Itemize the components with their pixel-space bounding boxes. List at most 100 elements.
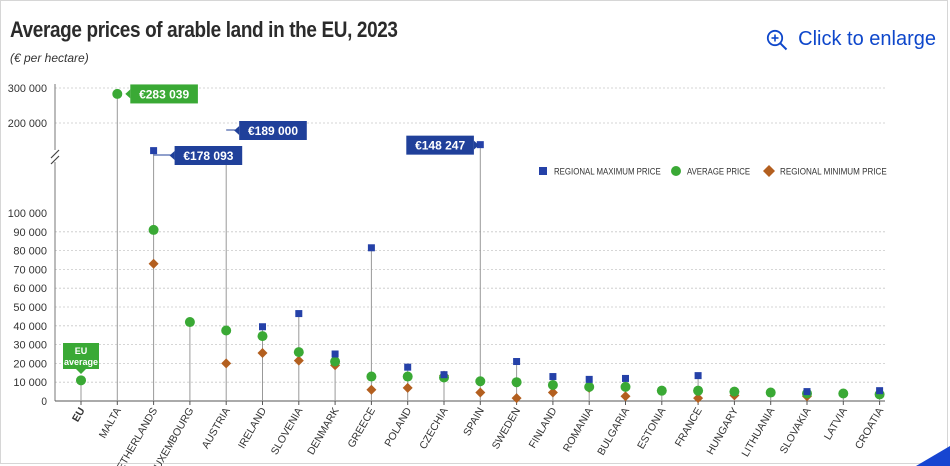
min-price-marker-spain — [475, 387, 486, 398]
max-price-marker-sweden — [513, 358, 521, 366]
callout-pointer — [473, 140, 479, 150]
min-price-marker-greece — [366, 384, 377, 395]
x-tick-label: CZECHIA — [417, 406, 450, 452]
min-price-marker-poland — [402, 382, 413, 393]
eu-average-label: EU — [75, 346, 88, 356]
eu-average-pointer — [76, 369, 86, 374]
max-price-marker-netherlands — [150, 147, 158, 155]
axis-break — [50, 149, 60, 165]
max-price-marker-slovakia — [803, 388, 811, 396]
eu-average-box — [63, 343, 99, 369]
avg-price-marker-netherlands — [148, 224, 159, 235]
avg-price-marker-estonia — [656, 385, 667, 396]
enlarge-button[interactable]: Click to enlarge — [766, 28, 936, 51]
x-tick-label: LATVIA — [822, 406, 850, 443]
max-price-marker-bulgaria — [622, 374, 629, 382]
x-tick-label: SPAIN — [461, 406, 487, 439]
y-tick-label: 50 000 — [13, 302, 47, 314]
x-tick-label: DENMARK — [305, 406, 342, 457]
callout-pointer — [125, 89, 131, 99]
x-tick-label: BULGARIA — [595, 406, 632, 458]
min-price-marker-france — [693, 393, 704, 404]
min-price-marker-austria — [221, 358, 232, 369]
min-price-marker-ireland — [257, 348, 268, 359]
x-tick-label: HUNGARY — [704, 406, 741, 457]
avg-price-marker-poland — [402, 371, 413, 382]
x-tick-label: AUSTRIA — [200, 406, 233, 451]
avg-price-marker-malta — [112, 88, 123, 99]
min-price-marker-bulgaria — [620, 391, 631, 402]
legend-regional-maximum-price-marker — [539, 167, 547, 175]
legend-average-price-marker — [671, 166, 681, 176]
x-tick-label: FINLAND — [527, 405, 560, 450]
x-tick-label: SWEDEN — [490, 406, 523, 452]
max-price-marker-ireland — [259, 323, 266, 331]
y-tick-label: 40 000 — [13, 321, 47, 333]
x-tick-label: ESTONIA — [635, 406, 668, 452]
callout-box-spain — [406, 135, 474, 155]
avg-price-marker-spain — [475, 376, 486, 387]
avg-price-marker-austria — [221, 325, 232, 336]
min-price-marker-finland — [547, 387, 558, 398]
min-price-marker-sweden — [511, 393, 522, 404]
x-tick-label: IRELAND — [236, 405, 269, 451]
avg-price-marker-greece — [366, 371, 377, 382]
callout-label-spain: €148 247 — [415, 139, 465, 153]
callout-label-malta: €283 039 — [139, 87, 189, 101]
callout-box-malta — [130, 84, 198, 104]
legend-regional-minimum-price-label: REGIONAL MINIMUM PRICE — [780, 167, 887, 178]
min-price-marker-slovenia — [293, 355, 304, 366]
y-tick-label: 60 000 — [13, 283, 47, 295]
min-price-marker-netherlands — [148, 258, 159, 269]
avg-price-marker-france — [693, 385, 704, 396]
y-tick-label: 80 000 — [13, 246, 47, 258]
avg-price-marker-denmark — [330, 356, 341, 367]
avg-price-marker-luxembourg — [184, 317, 195, 328]
y-tick-label: 100 000 — [8, 208, 47, 220]
corner-decoration — [916, 446, 950, 466]
avg-price-marker-latvia — [838, 388, 849, 399]
legend-regional-maximum-price-label: REGIONAL MAXIMUM PRICE — [554, 167, 661, 178]
x-tick-label: SLOVENIA — [269, 406, 306, 457]
y-tick-label: 90 000 — [13, 227, 47, 239]
x-tick-label: SLOVAKIA — [778, 406, 814, 456]
legend-regional-minimum-price-marker — [763, 165, 775, 177]
y-tick-label: 0 — [41, 396, 47, 408]
max-price-marker-greece — [367, 244, 375, 252]
callout-label-netherlands: €178 093 — [183, 149, 233, 163]
avg-price-marker-slovenia — [293, 347, 304, 358]
y-tick-label: 10 000 — [13, 377, 47, 389]
avg-price-marker-eu — [76, 375, 86, 386]
legend-average-price-label: AVERAGE PRICE — [687, 167, 750, 178]
max-price-marker-croatia — [876, 387, 884, 395]
avg-price-marker-hungary — [729, 386, 740, 397]
avg-price-marker-ireland — [257, 331, 268, 342]
avg-price-marker-lithuania — [765, 387, 776, 398]
chart-title: Average prices of arable land in the EU,… — [10, 17, 398, 42]
x-tick-label: ROMANIA — [561, 406, 596, 454]
max-price-marker-czechia — [440, 371, 448, 379]
x-tick-label: EU — [70, 406, 88, 425]
max-price-marker-denmark — [331, 350, 339, 358]
chart-subtitle: (€ per hectare) — [10, 51, 89, 65]
max-price-marker-poland — [404, 363, 412, 371]
x-tick-label: CROATIA — [853, 406, 886, 452]
max-price-marker-slovenia — [295, 310, 303, 318]
x-tick-label: MALTA — [97, 406, 124, 441]
max-price-marker-finland — [549, 373, 557, 381]
y-tick-label: 200 000 — [8, 118, 47, 130]
max-price-marker-france — [694, 372, 702, 380]
callout-pointer — [169, 151, 175, 160]
y-tick-label: 70 000 — [13, 264, 47, 276]
max-price-marker-spain — [476, 141, 484, 149]
max-price-marker-romania — [585, 375, 593, 383]
avg-price-marker-bulgaria — [620, 381, 631, 392]
y-tick-label: 300 000 — [8, 83, 47, 95]
x-tick-label: POLAND — [382, 405, 414, 449]
y-tick-label: 20 000 — [13, 358, 47, 370]
callout-pointer — [234, 126, 240, 135]
x-tick-label: LITHUANIA — [739, 406, 777, 459]
callout-box-netherlands — [174, 146, 243, 165]
